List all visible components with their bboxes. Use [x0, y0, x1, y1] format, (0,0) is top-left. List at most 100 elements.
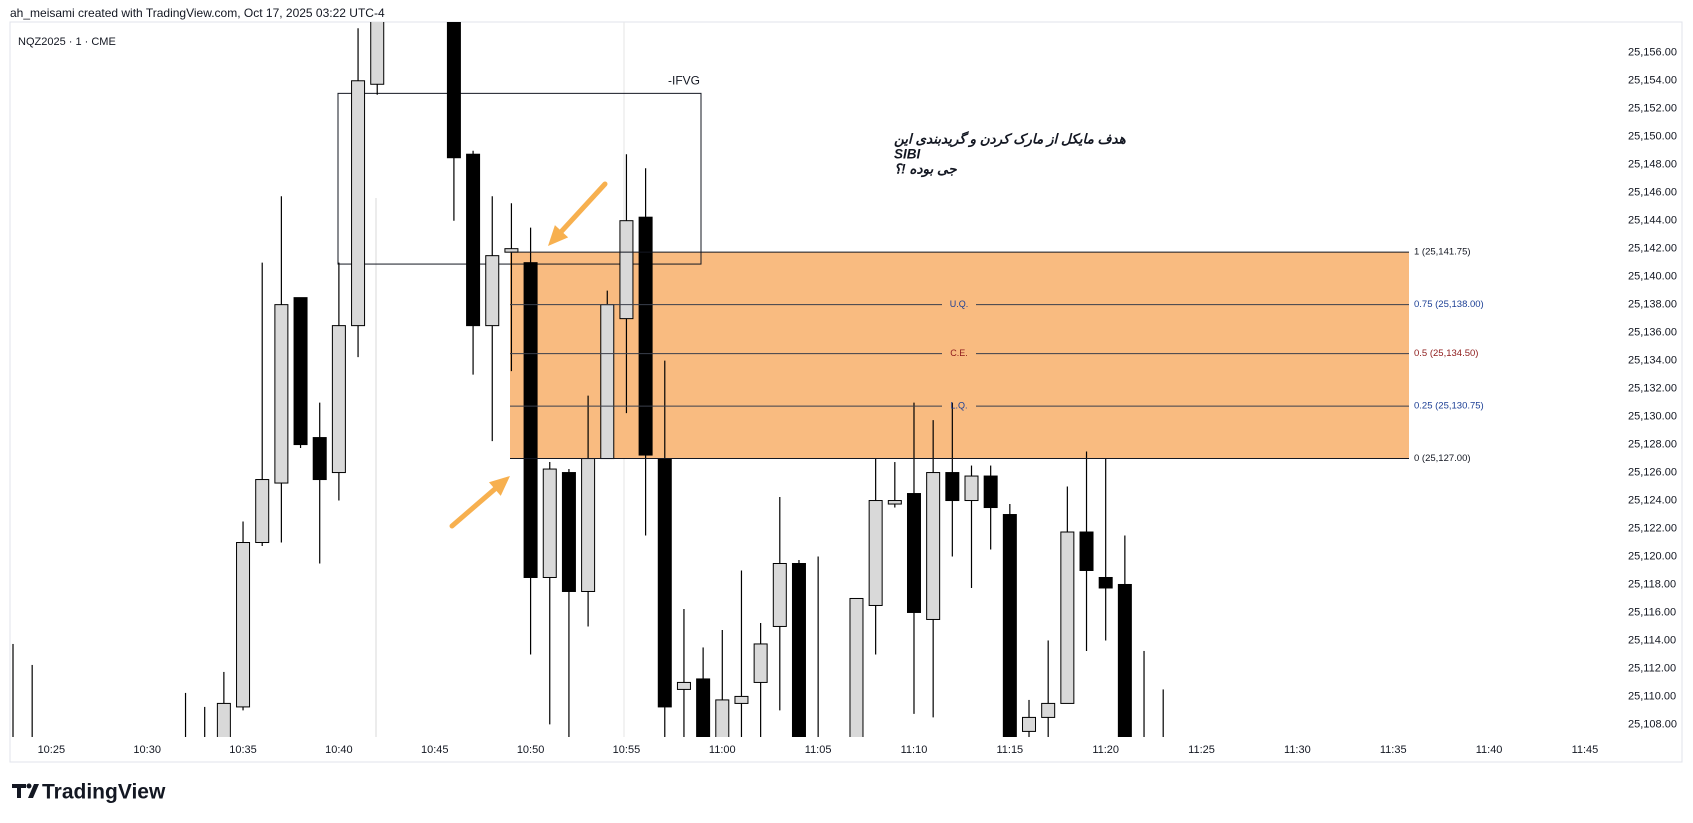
y-tick-label: 25,130.00: [1628, 410, 1677, 422]
y-tick-label: 25,144.00: [1628, 215, 1677, 227]
candle-body: [887, 500, 902, 505]
candle-body: [638, 216, 653, 456]
note-line: SIBI: [894, 147, 921, 162]
arrow-shaft: [449, 486, 498, 529]
candle-body: [983, 475, 998, 509]
y-tick-label: 25,146.00: [1628, 187, 1677, 199]
candle-body: [772, 562, 787, 627]
fib-label: 0.5 (25,134.50): [1414, 348, 1478, 359]
fib-zone: [510, 252, 1409, 459]
y-tick-label: 25,136.00: [1628, 327, 1677, 339]
fib-label: 0 (25,127.00): [1414, 453, 1471, 464]
candle-body: [926, 472, 941, 620]
x-tick-label: 11:00: [709, 744, 736, 756]
candle-body: [7, 752, 20, 759]
candle-body: [1060, 531, 1075, 704]
x-tick-label: 11:20: [1092, 744, 1119, 756]
y-tick-label: 25,108.00: [1628, 718, 1677, 730]
candle-body: [600, 304, 615, 460]
symbol: NQZ2025 · 1 · CME: [18, 36, 116, 48]
ifvg-label: -IFVG: [668, 74, 700, 88]
y-tick-label: 25,132.00: [1628, 383, 1677, 395]
y-tick-label: 25,156.00: [1628, 47, 1677, 59]
fib-label: 0.75 (25,138.00): [1414, 299, 1484, 310]
candle-body: [198, 738, 211, 745]
x-tick-label: 10:25: [38, 744, 66, 756]
candle-body: [179, 745, 192, 752]
y-tick-label: 25,150.00: [1628, 131, 1677, 143]
y-tick-label: 25,110.00: [1628, 690, 1676, 702]
candle-body: [753, 643, 768, 683]
x-tick-label: 11:40: [1476, 744, 1503, 756]
y-tick-label: 25,128.00: [1628, 438, 1677, 450]
arrow-head: [548, 225, 569, 246]
candle-body: [523, 262, 538, 578]
candle-body: [849, 597, 864, 737]
x-tick-label: 11:35: [1380, 744, 1407, 756]
x-tick-label: 10:40: [325, 744, 353, 756]
x-tick-label: 11:05: [805, 744, 832, 756]
candle-body: [351, 80, 366, 327]
y-tick-label: 25,116.00: [1628, 606, 1676, 618]
brand: TradingView: [42, 781, 166, 804]
y-tick-label: 25,126.00: [1628, 466, 1677, 478]
y-tick-label: 25,118.00: [1628, 578, 1676, 590]
note-line: جی بوده !؟: [894, 162, 957, 178]
y-tick-label: 25,124.00: [1628, 494, 1677, 506]
fib-label: 1 (25,141.75): [1414, 247, 1471, 258]
x-tick-label: 10:50: [517, 744, 545, 756]
x-tick-label: 10:45: [421, 744, 449, 756]
candle-body: [1157, 752, 1170, 759]
candle-body: [370, 22, 385, 85]
candle-body: [1022, 716, 1037, 732]
chart-frame: [9, 21, 1683, 763]
candle-body: [255, 479, 270, 544]
candle-body: [542, 468, 557, 578]
candle-body: [964, 475, 979, 502]
candle-body: [1002, 514, 1017, 737]
candle-body: [466, 153, 481, 327]
y-tick-label: 25,148.00: [1628, 159, 1677, 171]
candle-body: [945, 472, 960, 502]
y-tick-label: 25,152.00: [1628, 103, 1677, 115]
x-tick-label: 11:30: [1284, 744, 1311, 756]
brand-logo: TradingView: [12, 781, 166, 804]
candle-body: [791, 562, 806, 737]
candle-body: [485, 255, 500, 327]
x-tick-label: 11:15: [996, 744, 1023, 756]
candle-body: [1041, 702, 1056, 718]
x-tick-label: 10:55: [613, 744, 641, 756]
y-tick-label: 25,112.00: [1628, 662, 1676, 674]
candle-body: [331, 325, 346, 474]
candle-body: [715, 699, 730, 737]
y-tick-label: 25,120.00: [1628, 550, 1677, 562]
candle-body: [1117, 583, 1132, 737]
candle-body: [236, 542, 251, 708]
candle-body: [868, 500, 883, 606]
candle-body: [1079, 531, 1094, 571]
y-tick-label: 25,114.00: [1628, 634, 1676, 646]
credit: ah_meisami created with TradingView.com,…: [10, 6, 385, 20]
x-tick-label: 11:10: [901, 744, 928, 756]
candle-body: [312, 437, 327, 481]
x-tick-label: 10:35: [229, 744, 257, 756]
candle-body: [734, 695, 749, 704]
y-tick-label: 25,138.00: [1628, 299, 1677, 311]
candle-body: [1138, 745, 1151, 752]
candle-body: [561, 472, 576, 592]
arrow-shaft: [559, 181, 608, 234]
y-tick-label: 25,154.00: [1628, 75, 1677, 87]
candle-body: [581, 458, 596, 592]
y-tick-label: 25,142.00: [1628, 243, 1677, 255]
y-tick-label: 25,122.00: [1628, 522, 1677, 534]
candle-body: [1098, 576, 1113, 589]
x-tick-label: 11:25: [1188, 744, 1215, 756]
y-tick-label: 25,134.00: [1628, 355, 1677, 367]
candle-body: [619, 220, 634, 320]
fib-tag: C.E.: [950, 348, 968, 358]
candle-body: [676, 681, 691, 690]
arrow-head: [488, 476, 510, 496]
candle-body: [274, 304, 289, 484]
candle-body: [906, 493, 921, 613]
